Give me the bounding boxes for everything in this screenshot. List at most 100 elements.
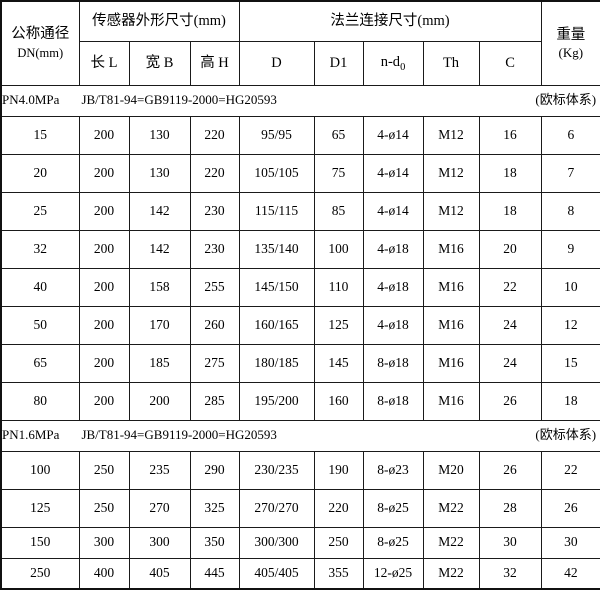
table-row: 50 200 170 260 160/165 125 4-ø18 M16 24 12	[0, 305, 600, 345]
cell-height: 350	[189, 526, 240, 559]
cell-c: 26	[478, 450, 542, 490]
section-separator-row: PN1.6MPa JB/T81-94=GB9119-2000=HG20593 (欧标…	[0, 419, 600, 452]
cell-length: 200	[78, 229, 130, 269]
table-row: 40 200 158 255 145/150 110 4-ø18 M16 22 10	[0, 267, 600, 307]
cell-c: 30	[478, 526, 542, 559]
cell-width: 200	[128, 381, 191, 421]
section-header-content: PN1.6MPa JB/T81-94=GB9119-2000=HG20593 (欧标…	[2, 427, 600, 443]
header-n-d0-subscript: 0	[400, 61, 406, 73]
table-row: 25 200 142 230 115/115 85 4-ø14 M12 18 8	[0, 191, 600, 231]
cell-length: 200	[78, 305, 130, 345]
cell-th: M12	[422, 191, 480, 231]
cell-d1: 125	[313, 305, 364, 345]
header-col-d1: D1	[313, 40, 364, 86]
cell-width: 185	[128, 343, 191, 383]
cell-weight: 22	[540, 450, 600, 490]
cell-n-d0: 4-ø14	[362, 191, 424, 231]
cell-weight: 12	[540, 305, 600, 345]
cell-d1: 65	[313, 115, 364, 155]
cell-width: 158	[128, 267, 191, 307]
cell-c: 28	[478, 488, 542, 528]
cell-d: 230/235	[238, 450, 315, 490]
header-n-d0-prefix: n-d	[380, 53, 401, 70]
cell-d: 145/150	[238, 267, 315, 307]
section-standard-code: JB/T81-94=GB9119-2000=HG20593	[81, 92, 277, 108]
cell-length: 250	[78, 488, 130, 528]
cell-c: 18	[478, 191, 542, 231]
cell-weight: 18	[540, 381, 600, 421]
cell-dn: 15	[0, 115, 80, 155]
section-header-cell: PN4.0MPa JB/T81-94=GB9119-2000=HG20593 (欧标…	[0, 84, 600, 117]
cell-th: M12	[422, 115, 480, 155]
cell-height: 220	[189, 153, 240, 193]
cell-weight: 9	[540, 229, 600, 269]
cell-width: 130	[128, 153, 191, 193]
section-standard-code: JB/T81-94=GB9119-2000=HG20593	[81, 427, 277, 443]
cell-n-d0: 4-ø14	[362, 115, 424, 155]
table-row: 150 300 300 350 300/300 250 8-ø25 M22 30 30	[0, 526, 600, 559]
cell-c: 20	[478, 229, 542, 269]
cell-d1: 355	[313, 557, 364, 590]
cell-width: 170	[128, 305, 191, 345]
header-weight-line2: (Kg)	[558, 44, 584, 60]
header-col-length: 长 L	[78, 40, 130, 86]
cell-c: 16	[478, 115, 542, 155]
cell-n-d0: 4-ø18	[362, 229, 424, 269]
cell-n-d0: 8-ø18	[362, 381, 424, 421]
cell-length: 250	[78, 450, 130, 490]
cell-n-d0: 8-ø23	[362, 450, 424, 490]
cell-d: 95/95	[238, 115, 315, 155]
cell-c: 26	[478, 381, 542, 421]
cell-dn: 150	[0, 526, 80, 559]
cell-n-d0: 4-ø14	[362, 153, 424, 193]
cell-weight: 6	[540, 115, 600, 155]
cell-width: 235	[128, 450, 191, 490]
cell-d: 115/115	[238, 191, 315, 231]
table-row: 32 200 142 230 135/140 100 4-ø18 M16 20 9	[0, 229, 600, 269]
cell-dn: 25	[0, 191, 80, 231]
cell-th: M22	[422, 488, 480, 528]
cell-dn: 40	[0, 267, 80, 307]
cell-th: M16	[422, 343, 480, 383]
section-separator-row: PN4.0MPa JB/T81-94=GB9119-2000=HG20593 (欧标…	[0, 84, 600, 117]
header-group-sensor-dimensions: 传感器外形尺寸(mm)	[78, 0, 240, 42]
cell-weight: 8	[540, 191, 600, 231]
cell-height: 230	[189, 191, 240, 231]
table-row: 15 200 130 220 95/95 65 4-ø14 M12 16 6	[0, 115, 600, 155]
cell-th: M16	[422, 381, 480, 421]
cell-n-d0: 8-ø18	[362, 343, 424, 383]
header-col-n-d0: n-d0	[362, 40, 424, 86]
table-row: 125 250 270 325 270/270 220 8-ø25 M22 28 26	[0, 488, 600, 528]
cell-c: 32	[478, 557, 542, 590]
cell-d: 270/270	[238, 488, 315, 528]
header-col-th: Th	[422, 40, 480, 86]
header-row-groups: 公称通径 DN(mm) 传感器外形尺寸(mm) 法兰连接尺寸(mm) 重量 (K…	[0, 0, 600, 86]
section-header-cell: PN1.6MPa JB/T81-94=GB9119-2000=HG20593 (欧标…	[0, 419, 600, 452]
cell-height: 230	[189, 229, 240, 269]
cell-length: 200	[78, 267, 130, 307]
cell-length: 200	[78, 153, 130, 193]
section-header-content: PN4.0MPa JB/T81-94=GB9119-2000=HG20593 (欧标…	[2, 92, 600, 108]
cell-dn: 50	[0, 305, 80, 345]
cell-d1: 220	[313, 488, 364, 528]
table-header: 公称通径 DN(mm) 传感器外形尺寸(mm) 法兰连接尺寸(mm) 重量 (K…	[0, 0, 600, 86]
cell-n-d0: 4-ø18	[362, 305, 424, 345]
cell-height: 220	[189, 115, 240, 155]
table-row: 100 250 235 290 230/235 190 8-ø23 M20 26 22	[0, 450, 600, 490]
cell-d1: 110	[313, 267, 364, 307]
cell-height: 445	[189, 557, 240, 590]
cell-height: 325	[189, 488, 240, 528]
cell-length: 300	[78, 526, 130, 559]
cell-dn: 65	[0, 343, 80, 383]
cell-weight: 7	[540, 153, 600, 193]
cell-dn: 20	[0, 153, 80, 193]
section-standard-system-note: (欧标体系)	[535, 92, 597, 108]
cell-d1: 190	[313, 450, 364, 490]
table-body: PN4.0MPa JB/T81-94=GB9119-2000=HG20593 (欧标…	[0, 84, 600, 590]
cell-th: M12	[422, 153, 480, 193]
cell-d: 160/165	[238, 305, 315, 345]
cell-length: 200	[78, 381, 130, 421]
cell-length: 200	[78, 343, 130, 383]
cell-height: 285	[189, 381, 240, 421]
cell-length: 200	[78, 191, 130, 231]
